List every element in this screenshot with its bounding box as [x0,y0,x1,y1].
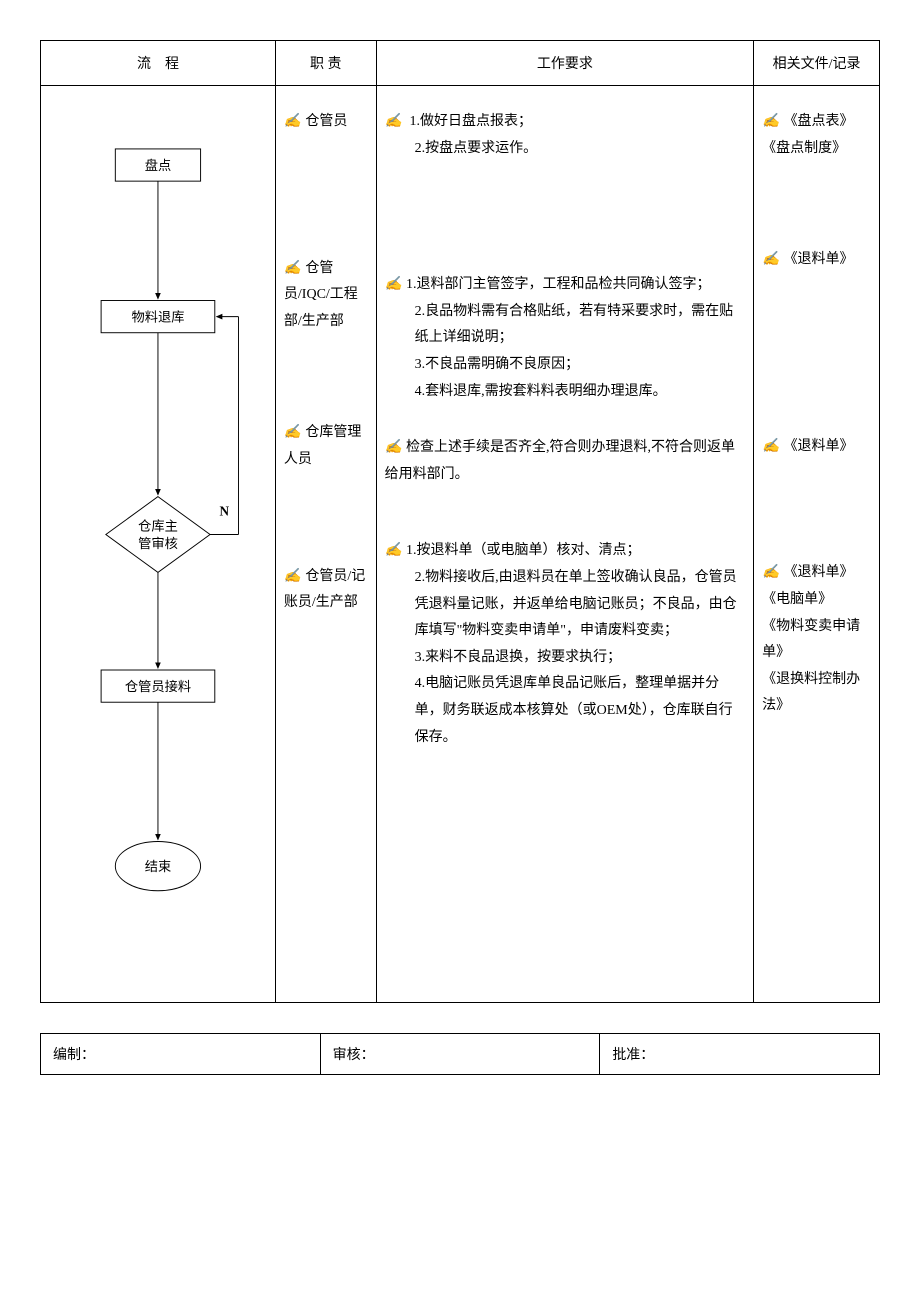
req-block-1: ✍ 1.做好日盘点报表； 2.按盘点要求运作。 [385,109,746,162]
doc-3-line-1: 《退料单》 [784,439,854,454]
hand-icon: ✍ [284,569,301,584]
req-3-line-1: 检查上述手续是否齐全,符合则办理退料,不符合则返单给用料部门。 [385,440,735,482]
hand-icon: ✍ [284,261,301,276]
req-4-line-3: 3.来料不良品退换，按要求执行； [385,645,746,672]
duty-block-4: ✍仓管员/记账员/生产部 [284,564,368,617]
signoff-table: 编制： 审核： 批准： [40,1033,880,1075]
req-2-line-2: 2.良品物料需有合格贴纸，若有特采要求时，需在贴纸上详细说明； [385,299,746,352]
header-flow: 流 程 [41,41,276,86]
req-block-3: ✍检查上述手续是否齐全,符合则办理退料,不符合则返单给用料部门。 [385,435,746,488]
header-duty: 职 责 [275,41,376,86]
node-end-label: 结束 [145,859,172,874]
signoff-make: 编制： [41,1034,321,1075]
req-block-2: ✍ 1.退料部门主管签字，工程和品检共同确认签字； 2.良品物料需有合格贴纸，若有… [385,272,746,405]
req-2-line-4: 4.套料退库,需按套料料表明细办理退库。 [385,379,746,406]
duty-block-1: ✍ 仓管员 [284,109,368,136]
doc-2-line-1: 《退料单》 [784,252,854,267]
hand-icon: ✍ [385,277,402,292]
req-2-line-3: 3.不良品需明确不良原因； [385,352,746,379]
node-audit [106,497,210,573]
hand-icon: ✍ [762,114,779,129]
node-inventory-label: 盘点 [145,157,172,173]
node-audit-label1: 仓库主 [138,519,178,534]
hand-icon: ✍ [385,543,402,558]
doc-block-2: ✍ 《退料单》 [762,247,871,274]
flowchart-container: 盘点 物料退库 仓库主 管审核 [49,94,267,994]
doc-1-line-2: 《盘点制度》 [762,136,871,163]
doc-block-3: ✍ 《退料单》 [762,434,871,461]
doc-4-line-2: 《物料变卖申请单》 [762,614,871,667]
process-table: 流 程 职 责 工作要求 相关文件/记录 盘点 [40,40,880,1003]
doc-cell: ✍ 《盘点表》 《盘点制度》 ✍ 《退料单》 ✍ 《退料单》 ✍《退料单》《电脑单》 … [754,86,880,1003]
edge-loop-label: N [219,504,229,519]
doc-4-line-3: 《退换料控制办法》 [762,667,871,720]
signoff-review: 审核： [320,1034,600,1075]
flowchart-svg: 盘点 物料退库 仓库主 管审核 [49,94,267,994]
req-4-line-2: 2.物料接收后,由退料员在单上签收确认良品，仓管员凭退料量记账，并返单给电脑记账… [385,565,746,645]
hand-icon: ✍ [762,252,779,267]
node-return-label: 物料退库 [131,309,184,324]
duty-cell: ✍ 仓管员 ✍仓管员/IQC/工程部/生产部 ✍仓库管理人员 ✍仓管员/记账员/生… [275,86,376,1003]
doc-block-1: ✍ 《盘点表》 《盘点制度》 [762,109,871,162]
content-row: 盘点 物料退库 仓库主 管审核 [41,86,880,1003]
hand-icon: ✍ [762,439,779,454]
req-1-line-2: 2.按盘点要求运作。 [385,136,746,163]
doc-1-line-1: 《盘点表》 [784,114,854,129]
req-1-line-1: 1.做好日盘点报表； [410,114,533,129]
node-receive-label: 仓管员接料 [125,678,191,694]
hand-icon: ✍ [385,114,402,129]
req-block-4: ✍ 1.按退料单（或电脑单）核对、清点； 2.物料接收后,由退料员在单上签收确认良… [385,538,746,751]
req-cell: ✍ 1.做好日盘点报表； 2.按盘点要求运作。 ✍ 1.退料部门主管签字，工程和品… [376,86,754,1003]
signoff-row: 编制： 审核： 批准： [41,1034,880,1075]
req-4-line-4: 4.电脑记账员凭退库单良品记账后，整理单据并分单，财务联返成本核算处（或OEM处… [385,671,746,751]
req-2-line-1: 1.退料部门主管签字，工程和品检共同确认签字； [406,277,711,292]
flow-cell-container: 盘点 物料退库 仓库主 管审核 [41,86,276,1003]
signoff-approve: 批准： [600,1034,880,1075]
node-audit-label2: 管审核 [138,536,178,551]
header-req: 工作要求 [376,41,754,86]
header-doc: 相关文件/记录 [754,41,880,86]
hand-icon: ✍ [762,565,779,580]
duty-text-1: 仓管员 [305,114,347,129]
header-row: 流 程 职 责 工作要求 相关文件/记录 [41,41,880,86]
duty-block-2: ✍仓管员/IQC/工程部/生产部 [284,256,368,336]
hand-icon: ✍ [284,114,301,129]
hand-icon: ✍ [385,440,402,455]
duty-block-3: ✍仓库管理人员 [284,420,368,473]
doc-block-4: ✍《退料单》《电脑单》 《物料变卖申请单》 《退换料控制办法》 [762,560,871,720]
req-4-line-1: 1.按退料单（或电脑单）核对、清点； [406,543,641,558]
hand-icon: ✍ [284,425,301,440]
